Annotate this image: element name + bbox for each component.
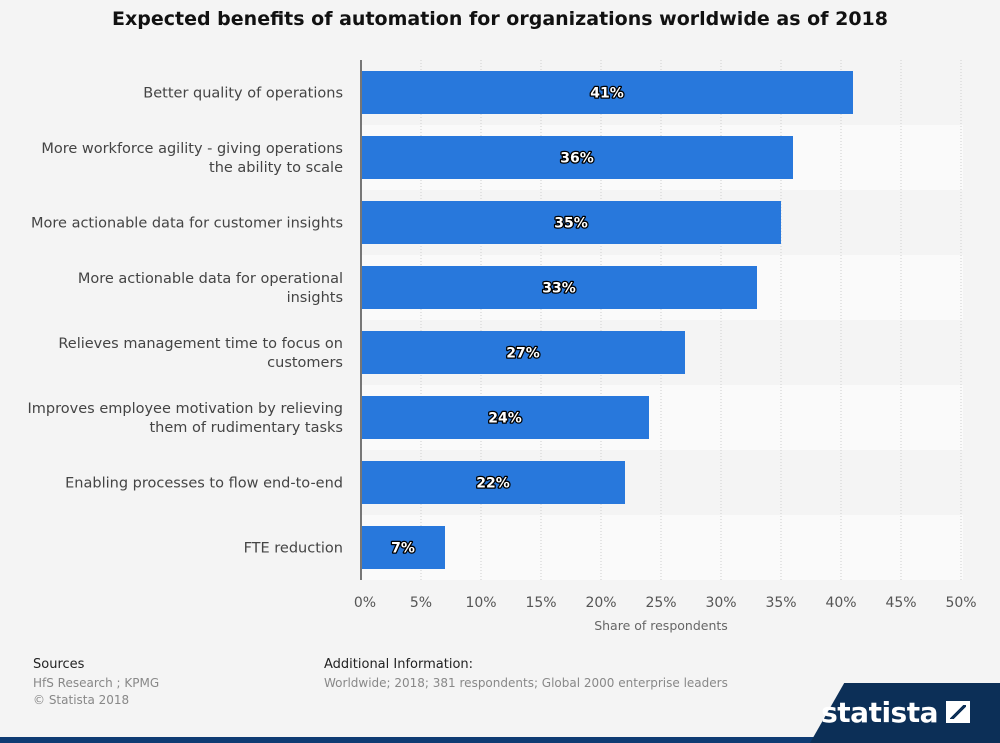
category-label: Enabling processes to flow end-to-end bbox=[65, 476, 343, 492]
sources-line: HfS Research ; KPMG bbox=[33, 676, 160, 690]
category-label: More actionable data for customer insigh… bbox=[31, 216, 343, 232]
category-label: FTE reduction bbox=[244, 541, 343, 557]
data-label: 36% bbox=[560, 151, 594, 167]
sources-text: HfS Research ; KPMG © Statista 2018 bbox=[33, 675, 159, 709]
x-tick-label: 45% bbox=[885, 595, 916, 611]
data-label: 35% bbox=[554, 216, 588, 232]
copyright-line: © Statista 2018 bbox=[33, 693, 130, 707]
chart-title: Expected benefits of automation for orga… bbox=[112, 8, 888, 30]
x-tick-label: 50% bbox=[945, 595, 976, 611]
bar bbox=[362, 526, 445, 569]
data-label: 24% bbox=[488, 411, 522, 427]
data-label: 7% bbox=[391, 541, 415, 557]
bar-chart: 41% Better quality of operations 36% More w… bbox=[28, 60, 977, 633]
bar bbox=[362, 71, 853, 114]
x-tick-label: 25% bbox=[645, 595, 676, 611]
x-tick-label: 30% bbox=[705, 595, 736, 611]
category-label: customers bbox=[267, 355, 343, 371]
category-label: them of rudimentary tasks bbox=[149, 420, 343, 436]
bar bbox=[362, 201, 781, 244]
category-label: More workforce agility - giving operatio… bbox=[41, 141, 343, 157]
bar bbox=[362, 461, 625, 504]
x-tick-label: 5% bbox=[410, 595, 432, 611]
x-tick-label: 40% bbox=[825, 595, 856, 611]
category-label: More actionable data for operational bbox=[78, 271, 343, 287]
data-label: 22% bbox=[476, 476, 510, 492]
bar bbox=[362, 136, 793, 179]
additional-info-label: Additional Information: bbox=[324, 657, 474, 672]
x-axis-title: Share of respondents bbox=[594, 618, 728, 633]
row-band bbox=[361, 515, 963, 580]
bar bbox=[362, 266, 757, 309]
category-label: insights bbox=[287, 290, 343, 306]
statista-logo-icon bbox=[946, 701, 970, 723]
x-tick-label: 10% bbox=[465, 595, 496, 611]
data-label: 27% bbox=[506, 346, 540, 362]
brand-band bbox=[0, 737, 1000, 743]
x-tick-label: 15% bbox=[525, 595, 556, 611]
bar bbox=[362, 396, 649, 439]
category-label: Improves employee motivation by relievin… bbox=[28, 401, 343, 417]
x-tick-label: 0% bbox=[354, 595, 376, 611]
additional-info-text: Worldwide; 2018; 381 respondents; Global… bbox=[324, 676, 728, 690]
sources-label: Sources bbox=[33, 657, 85, 672]
data-label: 41% bbox=[590, 86, 624, 102]
x-tick-label: 35% bbox=[765, 595, 796, 611]
category-label: the ability to scale bbox=[209, 160, 343, 176]
category-label: Relieves management time to focus on bbox=[58, 336, 343, 352]
data-label: 33% bbox=[542, 281, 576, 297]
x-tick-label: 20% bbox=[585, 595, 616, 611]
bar bbox=[362, 331, 685, 374]
category-label: Better quality of operations bbox=[143, 86, 343, 102]
statista-logo-text: statista bbox=[821, 696, 938, 729]
